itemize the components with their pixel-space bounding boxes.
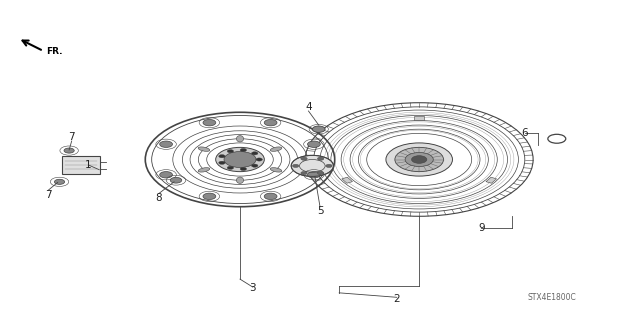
Circle shape (227, 166, 234, 169)
Circle shape (405, 152, 433, 167)
Circle shape (160, 141, 173, 147)
Ellipse shape (236, 177, 244, 183)
Circle shape (227, 150, 234, 153)
Circle shape (292, 164, 299, 167)
Circle shape (64, 148, 74, 153)
Circle shape (386, 143, 452, 176)
Circle shape (264, 120, 277, 126)
Text: 6: 6 (522, 128, 528, 138)
Circle shape (301, 172, 307, 175)
Text: STX4E1800C: STX4E1800C (527, 293, 576, 302)
Ellipse shape (270, 147, 282, 151)
Text: 4: 4 (305, 102, 312, 112)
Bar (342, 177, 353, 183)
Bar (414, 116, 424, 120)
Circle shape (219, 155, 225, 158)
Ellipse shape (198, 168, 210, 172)
Circle shape (291, 155, 333, 176)
Circle shape (412, 156, 427, 163)
Circle shape (240, 167, 246, 171)
Circle shape (301, 157, 307, 160)
Circle shape (312, 126, 325, 132)
Circle shape (307, 141, 320, 147)
Circle shape (145, 112, 335, 207)
Circle shape (203, 120, 216, 126)
Circle shape (203, 193, 216, 199)
Circle shape (326, 164, 332, 167)
Text: FR.: FR. (46, 47, 63, 56)
Bar (486, 177, 497, 183)
Ellipse shape (236, 136, 244, 142)
Circle shape (317, 157, 324, 160)
Circle shape (160, 172, 173, 178)
Circle shape (252, 164, 258, 167)
Circle shape (305, 103, 533, 216)
Circle shape (219, 161, 225, 164)
Text: 3: 3 (250, 283, 256, 293)
Circle shape (170, 177, 182, 183)
Text: 5: 5 (317, 206, 323, 216)
Text: 7: 7 (45, 189, 51, 200)
Circle shape (264, 193, 277, 199)
Circle shape (256, 158, 262, 161)
Circle shape (54, 179, 65, 184)
Text: 1: 1 (85, 160, 92, 170)
Ellipse shape (198, 147, 210, 151)
Circle shape (252, 152, 258, 155)
Circle shape (216, 147, 264, 172)
Circle shape (307, 172, 320, 178)
Text: 9: 9 (478, 223, 484, 233)
Circle shape (224, 152, 256, 167)
FancyBboxPatch shape (62, 156, 100, 174)
Circle shape (240, 148, 246, 152)
Circle shape (395, 147, 444, 172)
Text: 2: 2 (394, 294, 400, 304)
Ellipse shape (270, 168, 282, 172)
Circle shape (317, 172, 324, 175)
Text: 7: 7 (68, 132, 75, 142)
Text: 8: 8 (156, 193, 162, 203)
